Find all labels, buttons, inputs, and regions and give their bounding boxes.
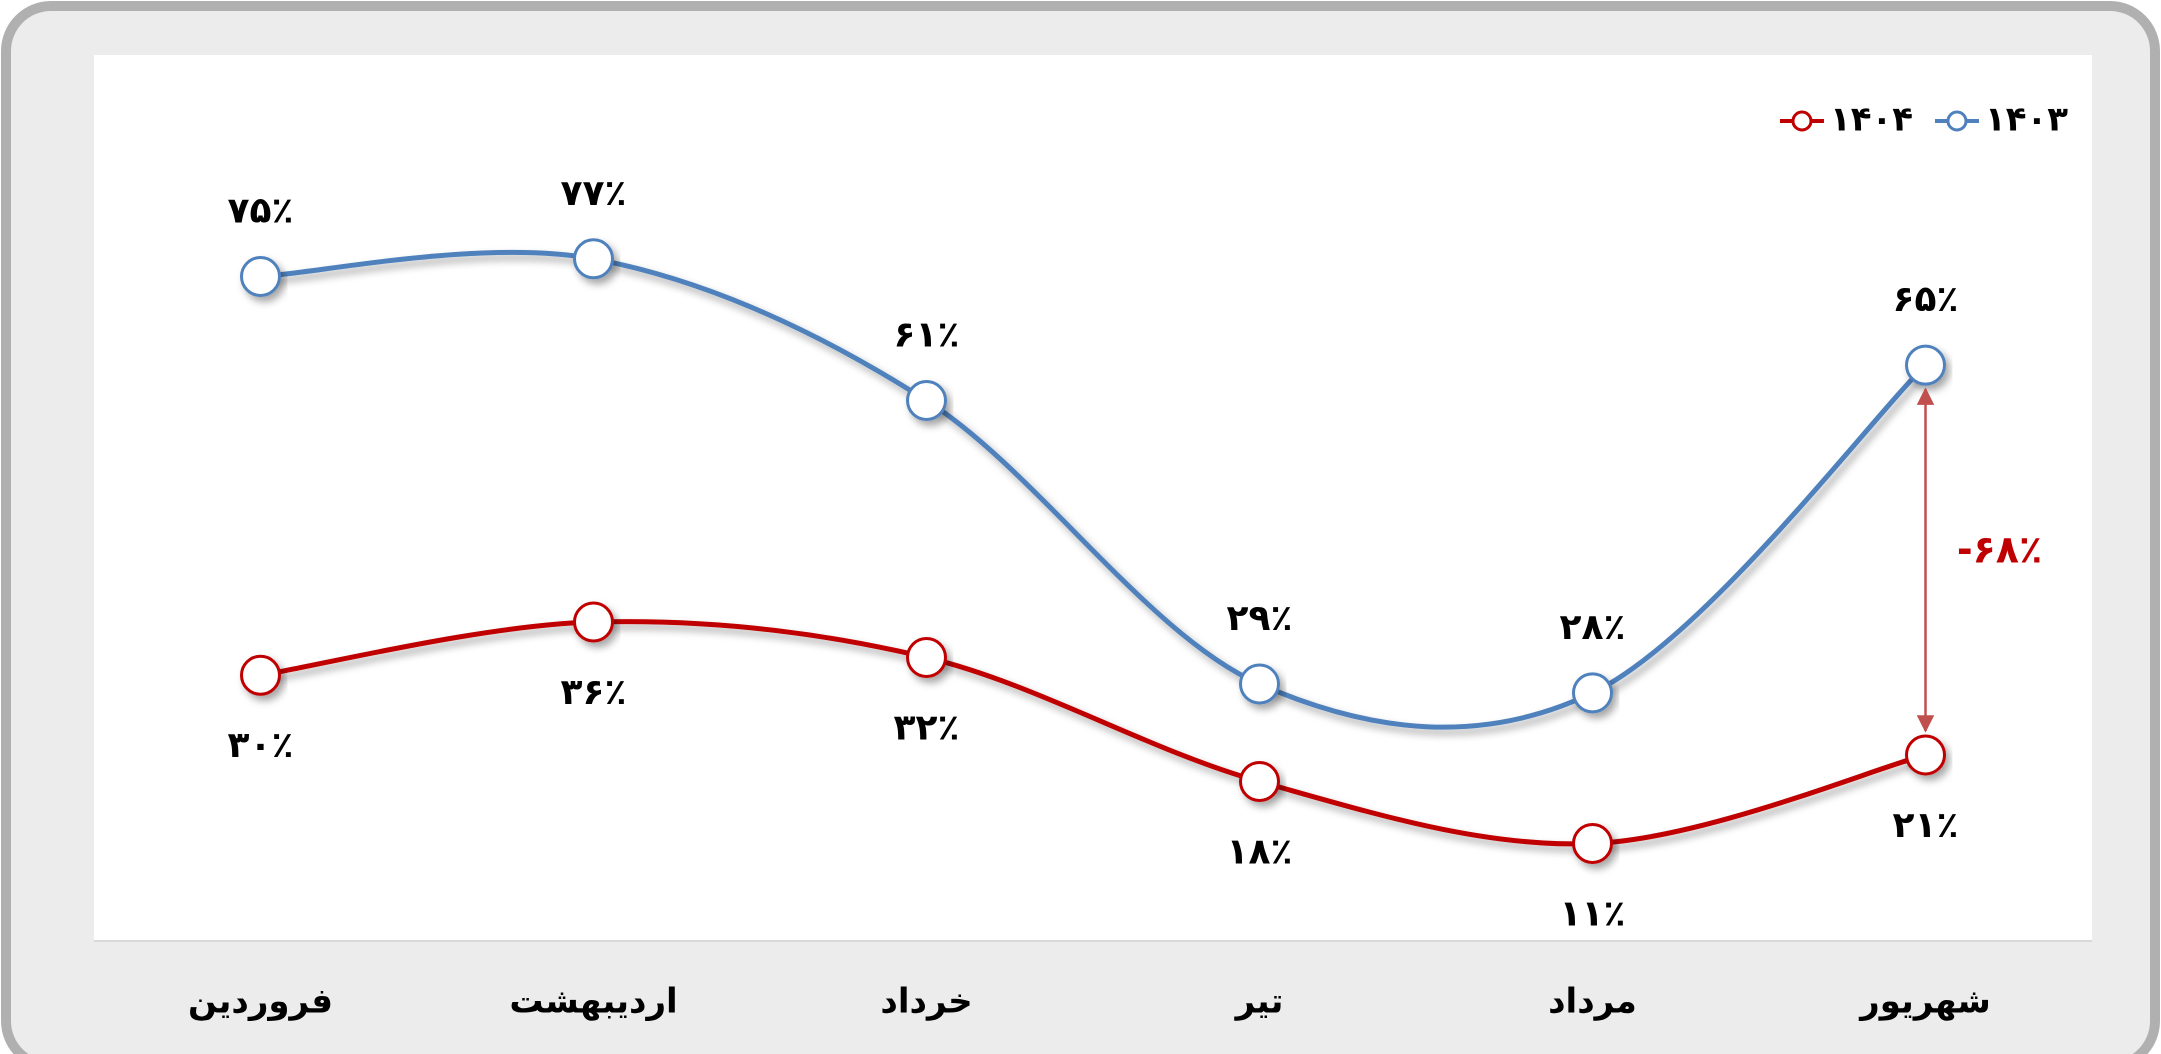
data-label: ۷۷٪ (561, 173, 627, 214)
point-marker (1572, 823, 1613, 865)
data-label: ۳۰٪ (228, 725, 294, 766)
point-marker (1572, 672, 1613, 714)
data-label: ۱۱٪ (1560, 894, 1626, 935)
data-label: ۲۸٪ (1560, 607, 1626, 648)
series-line (260, 619, 1927, 847)
x-tick-label: فروردین (188, 982, 333, 1022)
x-tick-label: اردیبهشت (509, 982, 677, 1022)
x-tick-label: مرداد (1548, 982, 1637, 1022)
point-marker (573, 238, 614, 280)
annotation: -۶۸٪ (1957, 528, 2042, 572)
series-line (260, 249, 1928, 730)
point-marker (1905, 734, 1946, 776)
data-label: ۷۵٪ (228, 191, 294, 232)
data-label: ۲۱٪ (1893, 805, 1959, 846)
point-marker (240, 256, 281, 297)
data-label: ۶۱٪ (894, 315, 960, 356)
data-label: ۲۹٪ (1227, 598, 1293, 639)
point-marker (1239, 663, 1280, 705)
plot-area (94, 55, 2092, 941)
point-marker (906, 380, 947, 422)
point-marker (1905, 344, 1946, 386)
legend-marker (1946, 110, 1968, 132)
x-tick-label: تیر (1234, 982, 1284, 1022)
point-marker (573, 601, 614, 643)
legend-label: ۱۴۰۳ (1985, 100, 2068, 140)
data-label: ۱۸٪ (1227, 832, 1293, 873)
x-tick-label: شهریور (1858, 982, 1991, 1022)
point-marker (1239, 761, 1280, 803)
point-marker (240, 654, 281, 696)
data-label: ۶۵٪ (1893, 279, 1959, 320)
legend-marker (1791, 110, 1813, 132)
data-label: ۳۲٪ (894, 707, 960, 748)
point-marker (906, 636, 947, 678)
data-label: ۳۶٪ (561, 672, 627, 713)
x-tick-label: خرداد (880, 982, 972, 1022)
legend-label: ۱۴۰۴ (1830, 100, 1913, 140)
